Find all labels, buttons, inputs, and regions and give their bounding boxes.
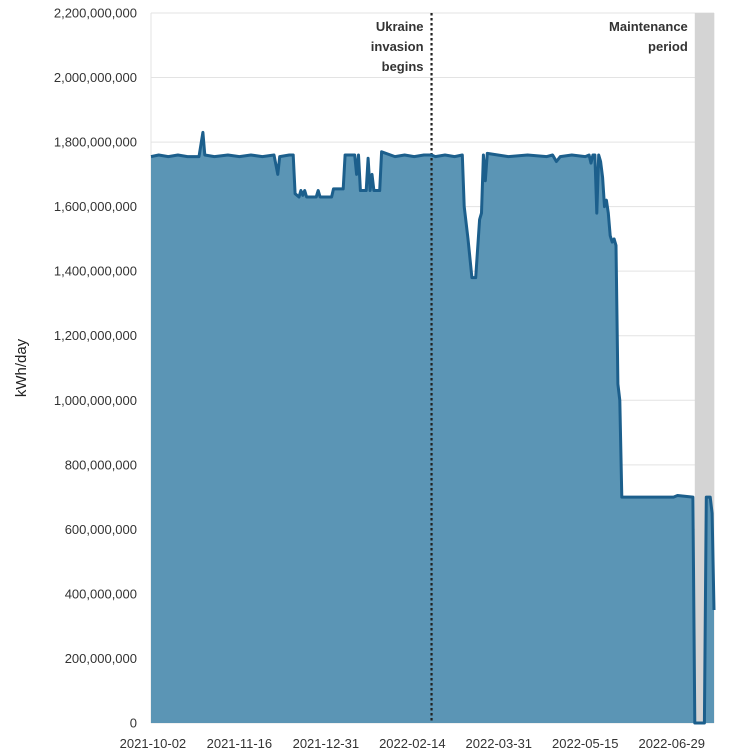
y-tick-label: 2,000,000,000	[54, 70, 137, 85]
y-axis-title: kWh/day	[13, 338, 30, 397]
y-tick-label: 400,000,000	[65, 586, 137, 601]
y-tick-label: 2,200,000,000	[54, 6, 137, 21]
x-tick-label: 2021-12-31	[293, 736, 360, 751]
y-tick-label: 1,600,000,000	[54, 199, 137, 214]
maintenance-label: period	[648, 39, 688, 54]
maintenance-label: Maintenance	[609, 19, 688, 34]
x-tick-label: 2022-05-15	[552, 736, 619, 751]
y-tick-label: 1,800,000,000	[54, 135, 137, 150]
y-tick-label: 200,000,000	[65, 651, 137, 666]
invasion-label: Ukraine	[376, 19, 424, 34]
series-area-fill	[151, 132, 714, 723]
x-axis-ticks: 2021-10-02 2021-11-16 2021-12-31 2022-02-14…	[120, 736, 705, 751]
y-tick-label: 600,000,000	[65, 522, 137, 537]
y-tick-label: 1,000,000,000	[54, 393, 137, 408]
x-tick-label: 2022-03-31	[466, 736, 533, 751]
invasion-label: begins	[382, 59, 424, 74]
y-tick-label: 1,200,000,000	[54, 328, 137, 343]
series-line	[150, 130, 716, 725]
x-tick-label: 2022-06-29	[638, 736, 705, 751]
y-tick-label: 1,400,000,000	[54, 264, 137, 279]
annotations: Ukraine invasion begins Maintenance period	[371, 19, 688, 74]
y-axis-ticks: 0 200,000,000 400,000,000 600,000,000 800,00…	[54, 6, 137, 731]
invasion-label: invasion	[371, 39, 424, 54]
y-tick-label: 800,000,000	[65, 457, 137, 472]
x-tick-label: 2021-10-02	[120, 736, 187, 751]
x-tick-label: 2022-02-14	[379, 736, 446, 751]
y-tick-label: 0	[130, 716, 137, 731]
x-tick-label: 2021-11-16	[207, 736, 273, 751]
